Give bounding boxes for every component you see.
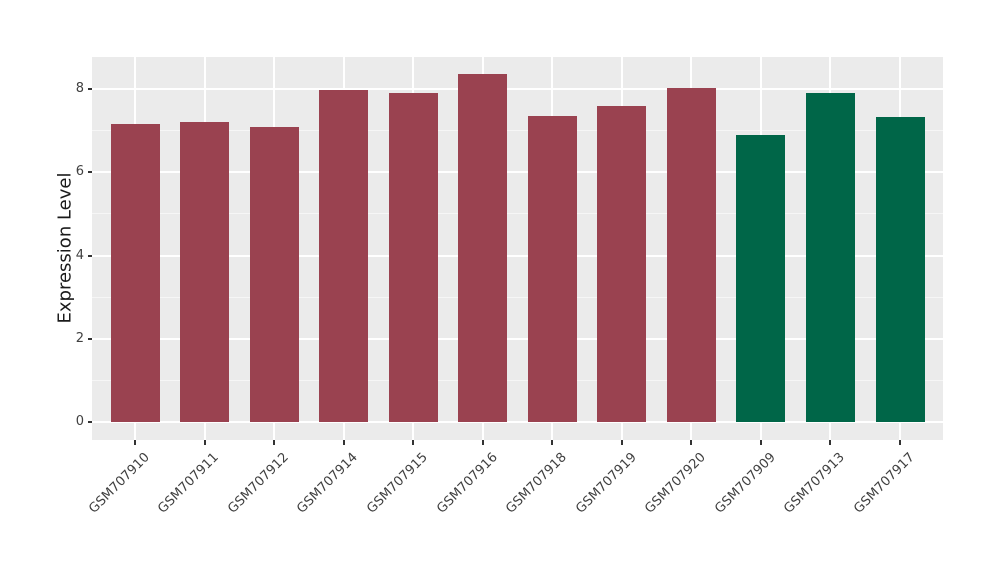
x-tick-mark-GSM707917 [899,440,901,445]
y-tick-label-6: 6 [75,164,84,180]
y-tick-label-2: 2 [75,331,84,347]
y-tick-mark-4 [88,254,92,257]
gridline-minor-y3 [92,296,943,298]
y-tick-label-4: 4 [75,247,84,263]
x-tick-mark-GSM707910 [134,440,136,445]
x-tick-label-GSM707917: GSM707917 [851,450,918,517]
gridline-major-y2 [92,338,943,341]
bar-GSM707909 [736,134,786,423]
x-tick-mark-GSM707915 [412,440,415,445]
bar-GSM707920 [666,87,716,423]
bar-GSM707915 [388,93,438,423]
plot-panel [92,57,943,440]
y-tick-mark-2 [88,338,92,341]
gridline-major-y6 [92,171,943,174]
bar-GSM707917 [875,117,925,423]
y-tick-mark-6 [88,171,92,174]
bar-GSM707913 [805,92,855,423]
x-tick-mark-GSM707920 [690,440,693,445]
x-tick-mark-GSM707919 [620,440,623,445]
x-tick-mark-GSM707911 [203,440,206,445]
bar-GSM707910 [110,123,160,423]
bar-GSM707918 [527,116,577,423]
y-tick-mark-0 [88,421,92,424]
x-tick-label-GSM707920: GSM707920 [642,450,709,517]
x-tick-mark-GSM707918 [551,440,554,445]
x-tick-label-GSM707912: GSM707912 [225,450,292,517]
x-tick-label-GSM707913: GSM707913 [781,450,849,517]
y-tick-mark-8 [88,87,92,90]
y-axis-title: Expression Level [54,172,76,324]
bar-GSM707916 [458,74,508,423]
x-tick-mark-GSM707912 [273,440,276,445]
gridline-minor-y1 [92,380,943,382]
gridline-minor-y5 [92,213,943,215]
x-tick-mark-GSM707913 [829,440,832,445]
x-tick-label-GSM707909: GSM707909 [711,450,779,517]
x-tick-mark-GSM707909 [759,440,762,445]
x-tick-mark-GSM707914 [342,440,345,445]
gridline-major-y4 [92,254,943,257]
y-tick-label-0: 0 [75,414,84,430]
bar-GSM707914 [319,89,369,423]
bar-GSM707912 [249,127,299,423]
gridline-major-y8 [92,87,943,90]
x-tick-label-GSM707919: GSM707919 [572,450,640,517]
x-tick-label-GSM707914: GSM707914 [294,450,362,517]
gridline-major-y0 [92,421,943,424]
x-tick-label-GSM707911: GSM707911 [155,450,223,517]
y-tick-label-8: 8 [75,80,84,96]
x-tick-label-GSM707916: GSM707916 [433,450,501,517]
x-tick-label-GSM707915: GSM707915 [364,450,431,517]
x-tick-mark-GSM707916 [481,440,484,445]
gridline-minor-y7 [92,129,943,131]
bar-GSM707919 [597,106,647,423]
x-tick-label-GSM707910: GSM707910 [86,450,153,517]
x-tick-label-GSM707918: GSM707918 [503,450,570,517]
bar-GSM707911 [180,121,230,423]
